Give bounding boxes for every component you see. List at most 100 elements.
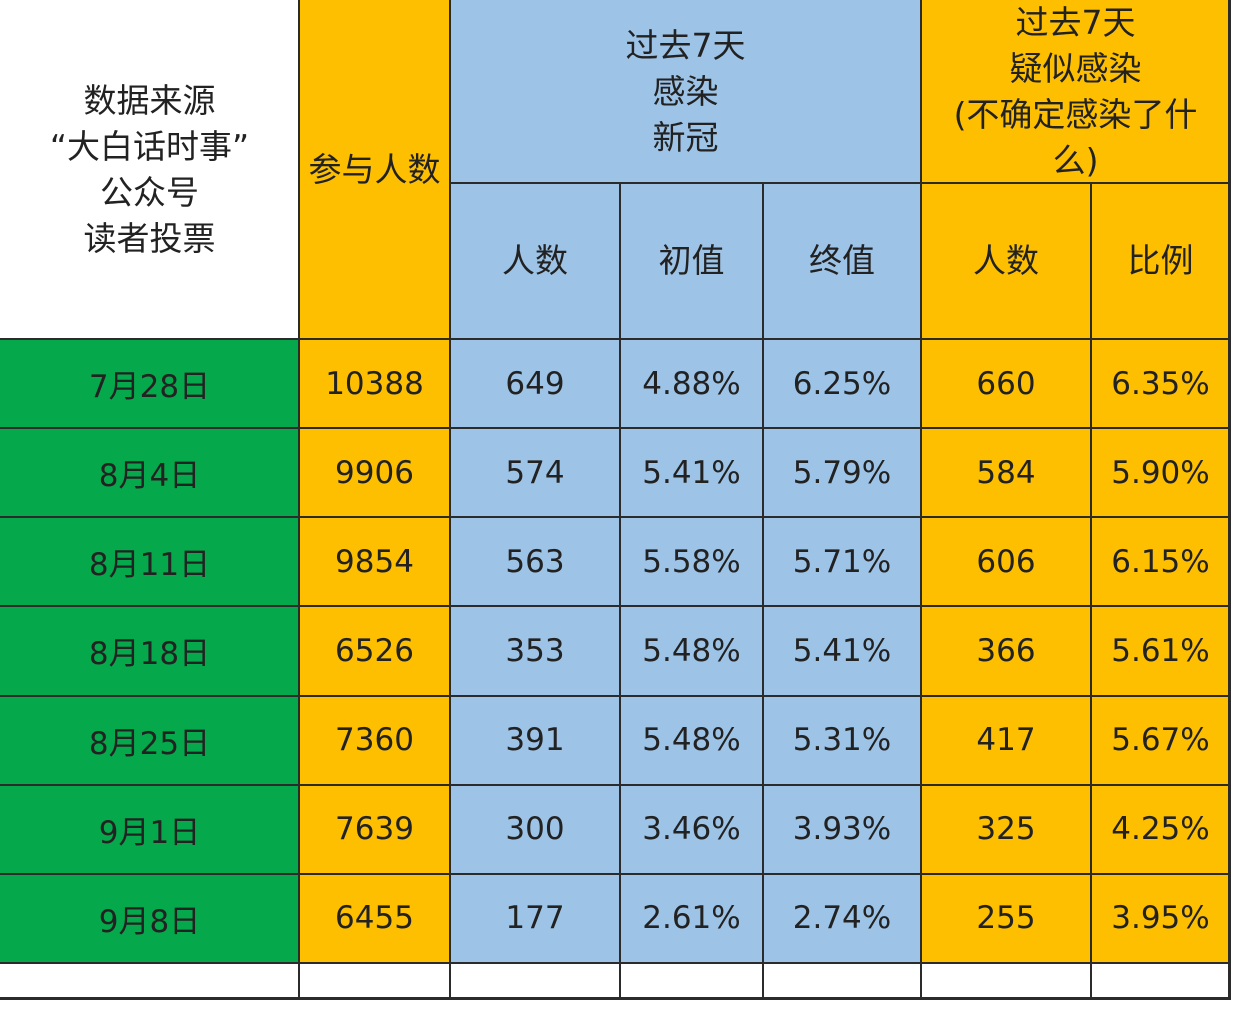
cell-value-final: 5.31% (792, 722, 892, 759)
cell-value-initial: 5.48% (642, 722, 741, 759)
table-cell-ratio: 3.95% (1091, 873, 1230, 963)
grid-hline (0, 873, 1230, 875)
cell-value-participants: 7360 (335, 722, 414, 759)
sub-header-suspected-count: 人数 (921, 183, 1091, 339)
table-cell-final: 5.31% (763, 695, 921, 785)
sub-header-initial: 初值 (620, 183, 763, 339)
grid-vline (449, 0, 451, 1000)
cell-value-count: 391 (505, 722, 565, 759)
table-cell-count: 300 (450, 784, 620, 874)
cell-value-date: 8月18日 (88, 636, 211, 673)
cell-value-suspected: 660 (976, 365, 1036, 402)
table-cell-initial: 5.48% (620, 606, 763, 696)
table-cell-participants: 9906 (299, 428, 450, 518)
sub-header-final-label: 终值 (809, 241, 875, 280)
grid-vline (619, 183, 621, 1000)
cell-value-final: 5.41% (792, 632, 892, 669)
cell-value-suspected: 584 (976, 454, 1036, 491)
table-cell-suspected: 660 (921, 339, 1091, 429)
table-cell-count: 177 (450, 873, 620, 963)
cell-value-participants: 6526 (335, 632, 414, 669)
cell-value-date: 8月11日 (88, 547, 211, 584)
table-cell-suspected: 417 (921, 695, 1091, 785)
suspected-group-header: 过去7天 疑似感染 (不确定感染了什 么) (953, 2, 1198, 180)
cell-value-count: 563 (505, 543, 565, 580)
table-cell-suspected: 606 (921, 517, 1091, 607)
sub-header-final: 终值 (763, 183, 921, 339)
cell-value-participants: 6455 (335, 900, 414, 937)
sub-header-suspected-count-label: 人数 (973, 241, 1039, 280)
table-cell-final: 5.41% (763, 606, 921, 696)
table-cell-initial: 5.58% (620, 517, 763, 607)
table-cell-final: 3.93% (763, 784, 921, 874)
cell-value-count: 300 (505, 811, 565, 848)
table-cell-initial: 5.48% (620, 695, 763, 785)
cell-value-date: 8月4日 (98, 458, 201, 495)
table-cell-ratio: 6.35% (1091, 339, 1230, 429)
cell-value-initial: 4.88% (642, 365, 741, 402)
cell-value-ratio: 5.61% (1111, 632, 1210, 669)
confirmed-group-header-cell: 过去7天 感染 新冠 (450, 0, 921, 183)
table-cell-participants: 10388 (299, 339, 450, 429)
cell-value-date: 9月1日 (98, 814, 201, 851)
sub-header-ratio-label: 比例 (1127, 241, 1194, 280)
grid-vline (762, 183, 764, 1000)
participants-header-cell: 参与人数 (299, 0, 450, 339)
grid-hline (0, 605, 1230, 607)
cell-value-count: 177 (505, 900, 565, 937)
table-cell-ratio: 5.67% (1091, 695, 1230, 785)
cell-value-initial: 5.48% (642, 632, 741, 669)
empty-row (0, 963, 1230, 1000)
cell-value-suspected: 606 (976, 543, 1036, 580)
grid-vline (1090, 183, 1092, 1000)
table-cell-suspected: 366 (921, 606, 1091, 696)
table-cell-participants: 6526 (299, 606, 450, 696)
sub-header-ratio: 比例 (1091, 183, 1230, 339)
cell-value-date: 8月25日 (88, 725, 211, 762)
cell-value-suspected: 366 (976, 632, 1036, 669)
cell-value-participants: 7639 (335, 811, 414, 848)
cell-value-final: 2.74% (792, 900, 892, 937)
suspected-group-header-cell: 过去7天 疑似感染 (不确定感染了什 么) (921, 0, 1230, 183)
table-cell-date: 7月28日 (0, 339, 299, 429)
cell-value-final: 6.25% (792, 365, 892, 402)
table-cell-date: 9月8日 (0, 873, 299, 963)
table-cell-count: 649 (450, 339, 620, 429)
cell-value-final: 3.93% (792, 811, 892, 848)
table-cell-final: 5.71% (763, 517, 921, 607)
table-cell-final: 6.25% (763, 339, 921, 429)
cell-value-date: 7月28日 (88, 369, 211, 406)
cell-value-date: 9月8日 (98, 903, 201, 940)
sub-header-count-label: 人数 (502, 241, 568, 280)
cell-value-suspected: 255 (976, 900, 1036, 937)
cell-value-count: 574 (505, 454, 565, 491)
cell-value-initial: 3.46% (642, 811, 741, 848)
table-cell-ratio: 6.15% (1091, 517, 1230, 607)
grid-hline (0, 695, 1230, 697)
cell-value-final: 5.79% (792, 454, 892, 491)
cell-value-ratio: 5.90% (1111, 454, 1210, 491)
cell-value-suspected: 417 (976, 722, 1036, 759)
table-cell-final: 5.79% (763, 428, 921, 518)
cell-value-initial: 5.58% (642, 543, 741, 580)
table-cell-participants: 6455 (299, 873, 450, 963)
participants-header: 参与人数 (308, 149, 441, 189)
grid-hline (0, 997, 1230, 1000)
sub-header-initial-label: 初值 (658, 241, 725, 280)
table-cell-initial: 5.41% (620, 428, 763, 518)
cell-value-ratio: 4.25% (1111, 811, 1210, 848)
grid-hline (0, 338, 1230, 340)
cell-value-participants: 9854 (335, 543, 414, 580)
table-cell-participants: 9854 (299, 517, 450, 607)
cell-value-final: 5.71% (792, 543, 892, 580)
table-cell-ratio: 5.61% (1091, 606, 1230, 696)
cell-value-count: 353 (505, 632, 565, 669)
table-cell-suspected: 584 (921, 428, 1091, 518)
table-cell-date: 8月25日 (0, 695, 299, 785)
table-cell-date: 8月11日 (0, 517, 299, 607)
grid-vline (920, 0, 922, 1000)
cell-value-ratio: 3.95% (1111, 900, 1210, 937)
table-cell-final: 2.74% (763, 873, 921, 963)
cell-value-initial: 5.41% (642, 454, 741, 491)
